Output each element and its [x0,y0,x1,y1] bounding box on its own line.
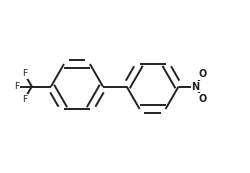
Text: F: F [22,69,27,78]
Text: F: F [22,95,27,104]
Text: O: O [198,69,206,79]
Text: O: O [198,94,206,104]
Text: N: N [191,81,199,92]
Text: F: F [14,82,20,91]
